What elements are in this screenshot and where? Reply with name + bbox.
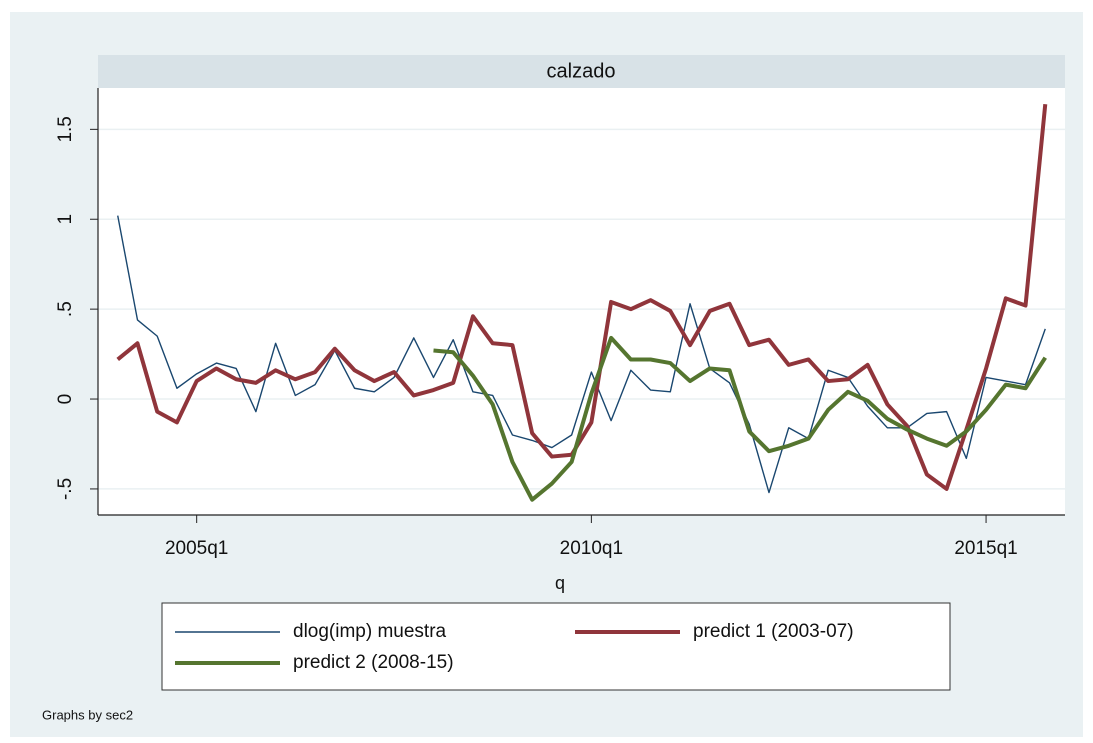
y-tick-label: .5 [55, 301, 76, 317]
plot-area [98, 88, 1065, 515]
x-tick-label: 2010q1 [560, 538, 623, 559]
x-tick-label: 2015q1 [954, 538, 1017, 559]
legend-label: predict 1 (2003-07) [693, 621, 854, 642]
legend-items: dlog(imp) muestra predict 1 (2003-07) pred… [175, 621, 854, 673]
axes: -.5 0 .5 1 1.5 2005q1 2010q1 2015q1 [55, 88, 1065, 559]
y-tick-label: 1 [55, 214, 76, 225]
series-line [116, 103, 1048, 491]
x-tick-label: 2005q1 [165, 538, 228, 559]
series-line [117, 215, 1046, 494]
y-tick-label: -.5 [55, 478, 76, 500]
y-tick-label: 1.5 [55, 116, 76, 142]
lines [116, 103, 1048, 502]
legend-label: predict 2 (2008-15) [293, 652, 454, 673]
panel-title: calzado [547, 60, 616, 82]
x-axis-label: q [555, 573, 565, 593]
legend [161, 602, 951, 691]
series-line [433, 335, 1047, 502]
legend-label: dlog(imp) muestra [293, 621, 447, 642]
panel-title-strip [98, 55, 1065, 88]
note: Graphs by sec2 [42, 707, 133, 722]
y-tick-label: 0 [55, 394, 76, 405]
